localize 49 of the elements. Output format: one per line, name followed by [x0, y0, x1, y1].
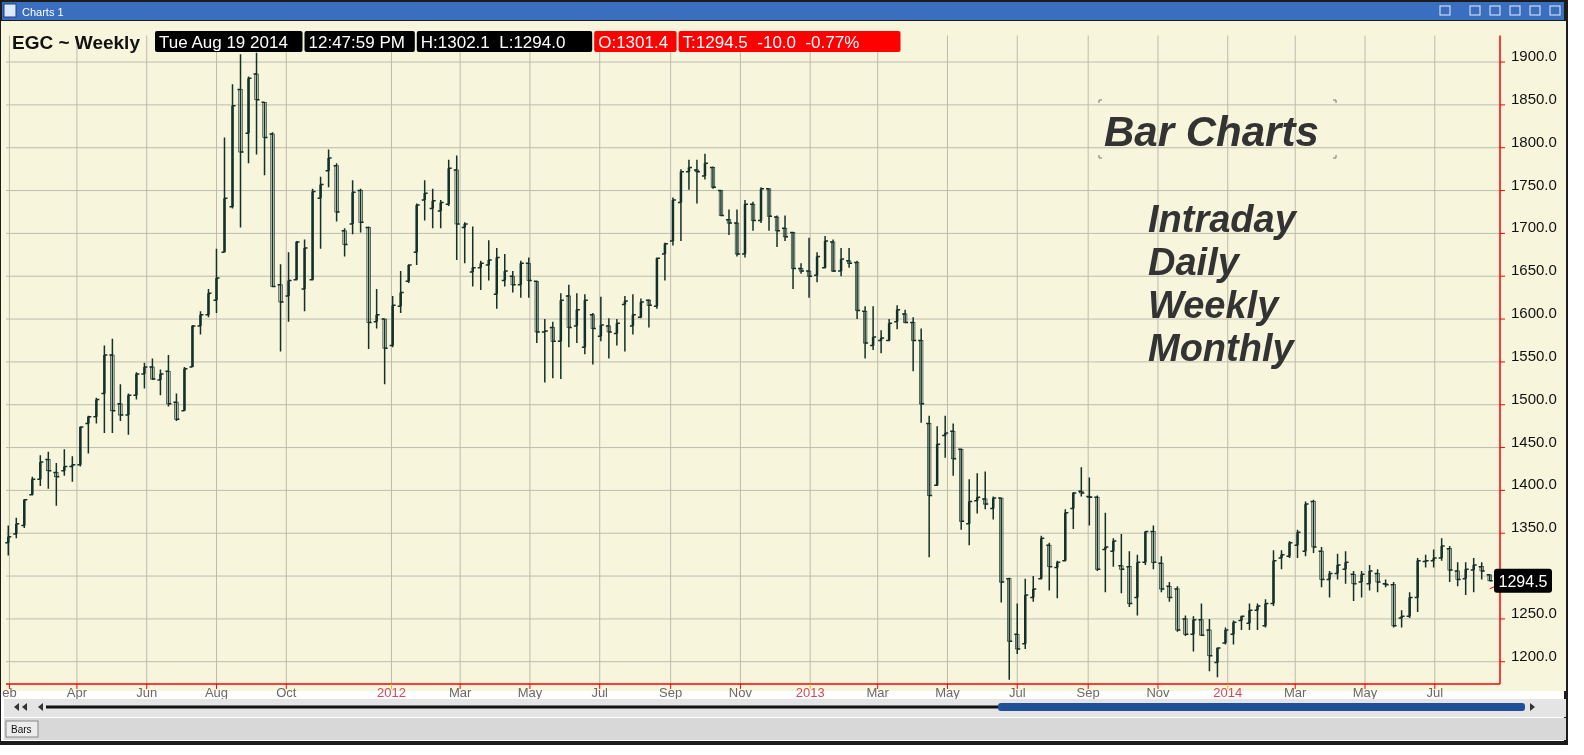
x-tick-label: Nov: [728, 685, 753, 700]
x-tick-label: Nov: [1146, 685, 1171, 700]
x-tick-label: 2012: [377, 685, 406, 700]
x-tick-label: Aug: [204, 685, 229, 700]
y-tick-label: 1350.0: [1511, 518, 1557, 536]
x-tick-label: Mar: [448, 685, 473, 700]
y-tick-label: 1550.0: [1511, 346, 1557, 364]
x-tick-label: eb: [2, 685, 17, 700]
annotation: O:1301.4: [598, 33, 669, 52]
annotation: T:1294.5 -10.0 -0.77%: [682, 33, 860, 52]
annotation: Tue Aug 19 2014: [159, 33, 288, 52]
x-tick-label: 2014: [1213, 685, 1243, 700]
annotation: Monthly: [1148, 327, 1296, 369]
y-tick-label: 1450.0: [1511, 432, 1557, 450]
text: Bars: [11, 724, 32, 735]
y-tick-label: 1850.0: [1511, 89, 1557, 107]
y-tick-label: 1600.0: [1511, 304, 1557, 322]
annotation: Intraday: [1148, 198, 1298, 240]
y-tick-label: 1750.0: [1511, 175, 1557, 193]
x-tick-label: Sep: [1076, 685, 1100, 700]
annotation: Daily: [1148, 241, 1241, 283]
annotation: 1294.5: [1498, 572, 1548, 590]
annotation: 12:47:59 PM: [308, 33, 405, 52]
y-tick-label: 1250.0: [1511, 603, 1557, 621]
x-tick-label: May: [935, 685, 961, 700]
y-tick-label: 1400.0: [1511, 475, 1557, 493]
x-tick-label: 2013: [795, 685, 825, 700]
x-tick-label: Jul: [1008, 685, 1026, 700]
annotation: Bar Charts: [1104, 108, 1319, 155]
x-tick-label: May: [1352, 685, 1378, 700]
chart-title: EGC ~ Weekly: [12, 32, 141, 53]
x-tick-label: Mar: [1284, 685, 1308, 700]
y-tick-label: 1500.0: [1511, 389, 1557, 407]
x-tick-label: Jul: [591, 685, 609, 700]
y-tick-label: 1900.0: [1511, 47, 1557, 65]
y-tick-label: 1800.0: [1511, 132, 1557, 150]
annotation: Weekly: [1148, 284, 1281, 326]
x-tick-label: Oct: [276, 685, 297, 700]
x-tick-label: Sep: [659, 685, 683, 700]
x-tick-label: Jul: [1426, 685, 1444, 700]
y-tick-label: 1650.0: [1511, 261, 1557, 279]
x-tick-label: Jun: [136, 685, 158, 700]
y-tick-label: 1700.0: [1511, 218, 1557, 236]
x-tick-label: May: [517, 685, 543, 700]
annotation: H:1302.1 L:1294.0: [420, 33, 566, 52]
x-tick-label: Apr: [66, 685, 88, 700]
text: Charts 1: [22, 5, 64, 18]
y-tick-label: 1200.0: [1511, 646, 1557, 664]
x-tick-label: Mar: [866, 685, 890, 700]
